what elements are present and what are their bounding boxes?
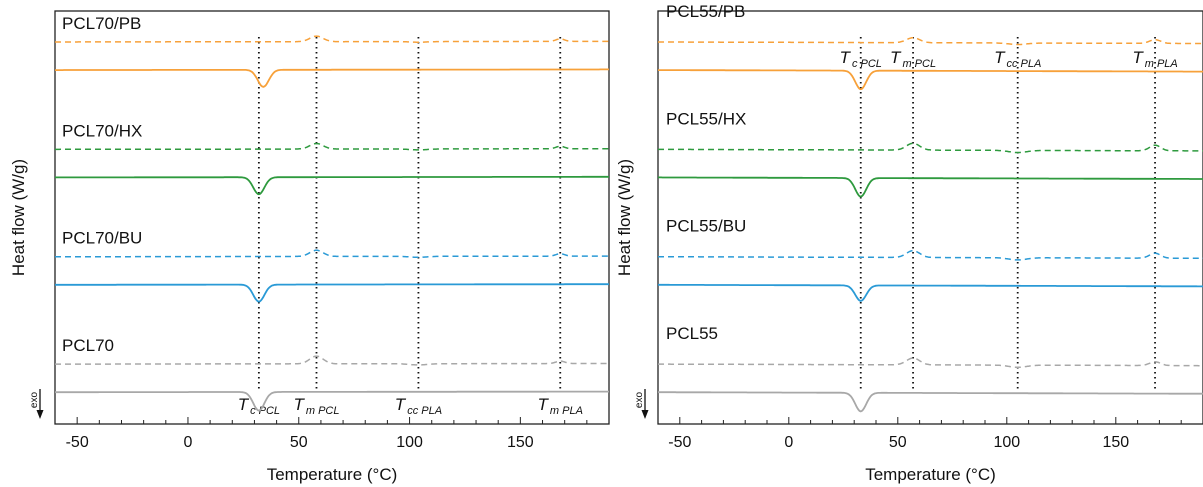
- cooling-curve-1: [55, 175, 609, 196]
- x-tick-label: 0: [184, 434, 193, 451]
- marker-subscript: m PCL: [902, 58, 936, 70]
- series-label: PCL55/BU: [666, 217, 746, 236]
- marker-subscript: m PCL: [306, 405, 340, 417]
- exo-arrowhead: [36, 410, 44, 419]
- series-label: PCL70/PB: [62, 14, 141, 33]
- x-tick-label: 150: [507, 434, 534, 451]
- x-tick-label: ‑50: [668, 434, 691, 451]
- x-tick-label: 150: [1102, 434, 1129, 451]
- heating-curve-3: [658, 357, 1203, 369]
- series-label: PCL55/HX: [666, 109, 746, 128]
- x-axis-title: Temperature (°C): [267, 465, 398, 484]
- marker-subscript: m PLA: [1145, 58, 1178, 70]
- exo-label: exo: [29, 392, 40, 409]
- x-axis-title: Temperature (°C): [865, 465, 996, 484]
- series-label: PCL55/PB: [666, 2, 745, 21]
- marker-symbol: T: [890, 48, 902, 67]
- y-axis-title: Heat flow (W/g): [615, 159, 634, 276]
- cooling-curve-2: [55, 283, 609, 303]
- heating-curve-0: [55, 35, 609, 43]
- heating-curve-1: [55, 142, 609, 151]
- heating-curve-3: [55, 355, 609, 366]
- exo-arrowhead: [641, 410, 649, 419]
- marker-subscript: c PCL: [852, 58, 882, 70]
- marker-symbol: T: [293, 395, 305, 414]
- marker-symbol: T: [994, 48, 1006, 67]
- y-axis-title: Heat flow (W/g): [9, 159, 28, 276]
- cooling-curve-3: [55, 390, 609, 412]
- marker-subscript: cc PLA: [1006, 58, 1041, 70]
- series-label: PCL70: [62, 336, 114, 355]
- chart-panel-right: ‑50 0 50 100 150 Temperature (°C) Heat flow (W…: [615, 2, 1203, 484]
- heating-curve-2: [658, 249, 1203, 261]
- x-tick-label: 50: [290, 434, 308, 451]
- marker-subscript: cc PLA: [407, 405, 442, 417]
- marker-subscript: m PLA: [550, 405, 583, 417]
- heating-curve-0: [658, 36, 1203, 46]
- heating-curve-1: [658, 142, 1203, 154]
- series-label: PCL55: [666, 324, 718, 343]
- series-label: PCL70/HX: [62, 121, 142, 140]
- plot-frame: [657, 10, 1203, 425]
- cooling-curve-1: [658, 176, 1203, 198]
- marker-symbol: T: [1132, 48, 1144, 67]
- marker-symbol: T: [840, 48, 852, 67]
- marker-symbol: T: [395, 395, 407, 414]
- marker-symbol: T: [538, 395, 550, 414]
- x-tick-label: 50: [889, 434, 907, 451]
- cooling-curve-3: [658, 391, 1203, 413]
- cooling-curve-0: [55, 68, 609, 88]
- heating-curve-2: [55, 249, 609, 259]
- chart-panel-left: ‑50 0 50 100 150 Temperature (°C) Heat flow (W…: [9, 10, 610, 484]
- cooling-curve-2: [658, 283, 1203, 302]
- x-tick-label: 100: [396, 434, 423, 451]
- x-tick-label: 0: [784, 434, 793, 451]
- cooling-curve-0: [658, 69, 1203, 91]
- x-tick-label: 100: [993, 434, 1020, 451]
- exo-label: exo: [634, 392, 645, 409]
- series-label: PCL70/BU: [62, 229, 142, 248]
- plot-frame: [54, 10, 610, 425]
- marker-subscript: c PCL: [250, 405, 280, 417]
- marker-symbol: T: [238, 395, 250, 414]
- x-tick-label: ‑50: [66, 434, 89, 451]
